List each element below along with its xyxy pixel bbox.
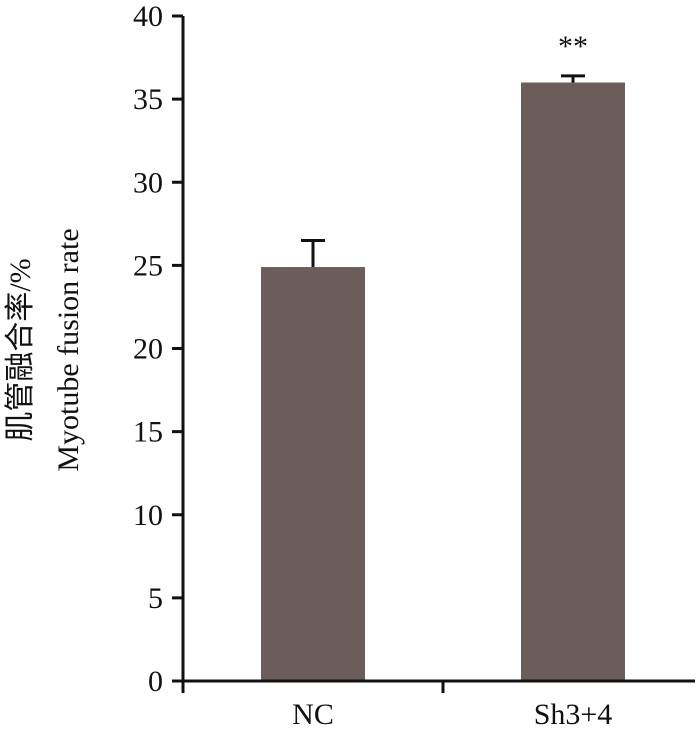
y-axis-title-chinese: 肌管融合率/% [4,258,37,441]
y-axis-ticks: 0 5 10 15 20 25 30 35 40 [133,0,183,698]
significance-marker: ** [558,30,588,63]
y-tick-label: 20 [133,333,163,366]
y-tick-label: 15 [133,416,163,449]
error-bars-group [301,74,585,268]
y-tick-label: 10 [133,499,163,532]
bars-group [261,82,625,681]
x-axis-ticks: NC Sh3+4 [181,681,613,731]
y-tick-label: 35 [133,83,163,116]
y-tick-label: 25 [133,249,163,282]
annotations-group: ** [558,30,588,63]
y-axis-title-english: Myotube fusion rate [52,228,85,471]
x-tick-label: NC [292,698,334,731]
y-tick-label: 5 [148,582,163,615]
y-tick-label: 0 [148,665,163,698]
x-tick-label: Sh3+4 [534,698,613,731]
y-tick-label: 40 [133,0,163,33]
y-tick-label: 30 [133,166,163,199]
bar-sh3-4 [521,82,625,681]
bar-nc [261,267,365,681]
